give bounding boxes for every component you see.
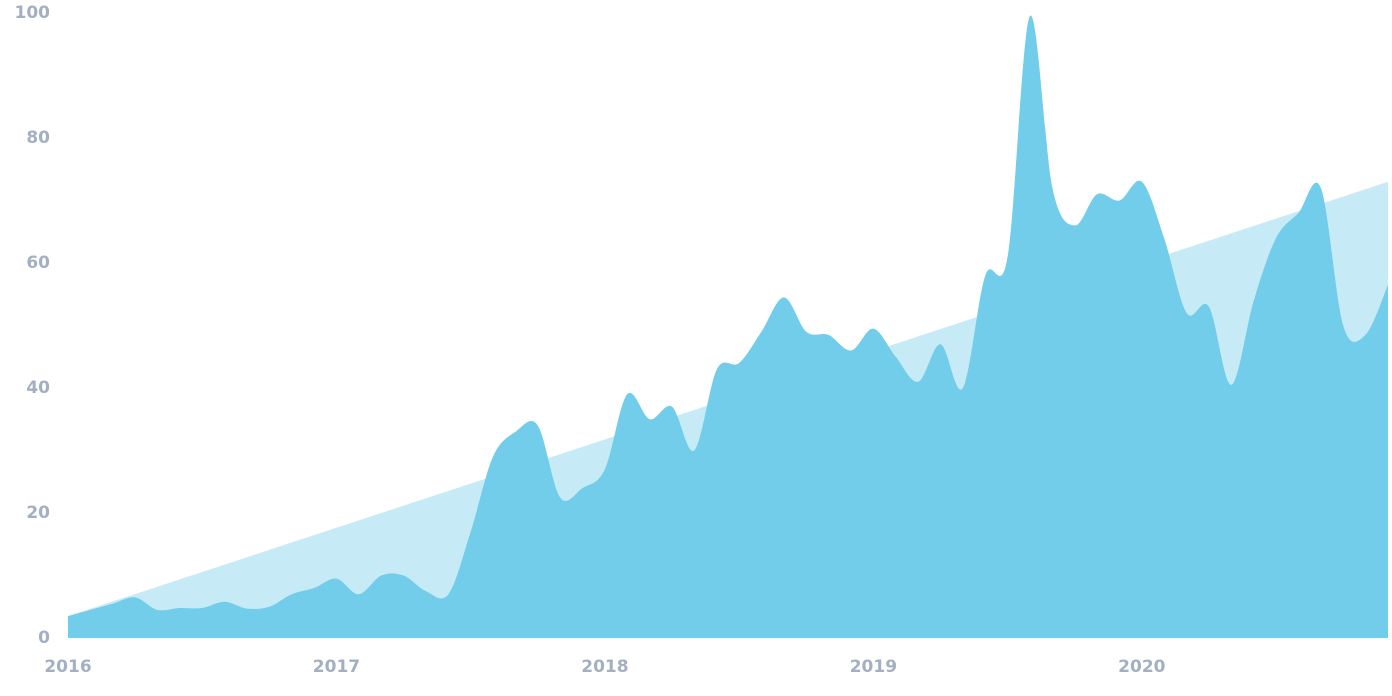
- x-tick-label: 2017: [313, 657, 360, 677]
- x-tick-label: 2016: [44, 657, 91, 677]
- x-tick-label: 2020: [1118, 657, 1165, 677]
- y-tick-label: 60: [26, 253, 50, 273]
- x-tick-label: 2019: [850, 657, 897, 677]
- y-tick-label: 20: [26, 503, 50, 523]
- y-tick-label: 40: [26, 378, 50, 398]
- y-tick-label: 0: [38, 628, 50, 648]
- x-tick-label: 2018: [581, 657, 628, 677]
- area: [68, 15, 1388, 638]
- y-tick-label: 100: [15, 3, 51, 23]
- y-tick-label: 80: [26, 128, 50, 148]
